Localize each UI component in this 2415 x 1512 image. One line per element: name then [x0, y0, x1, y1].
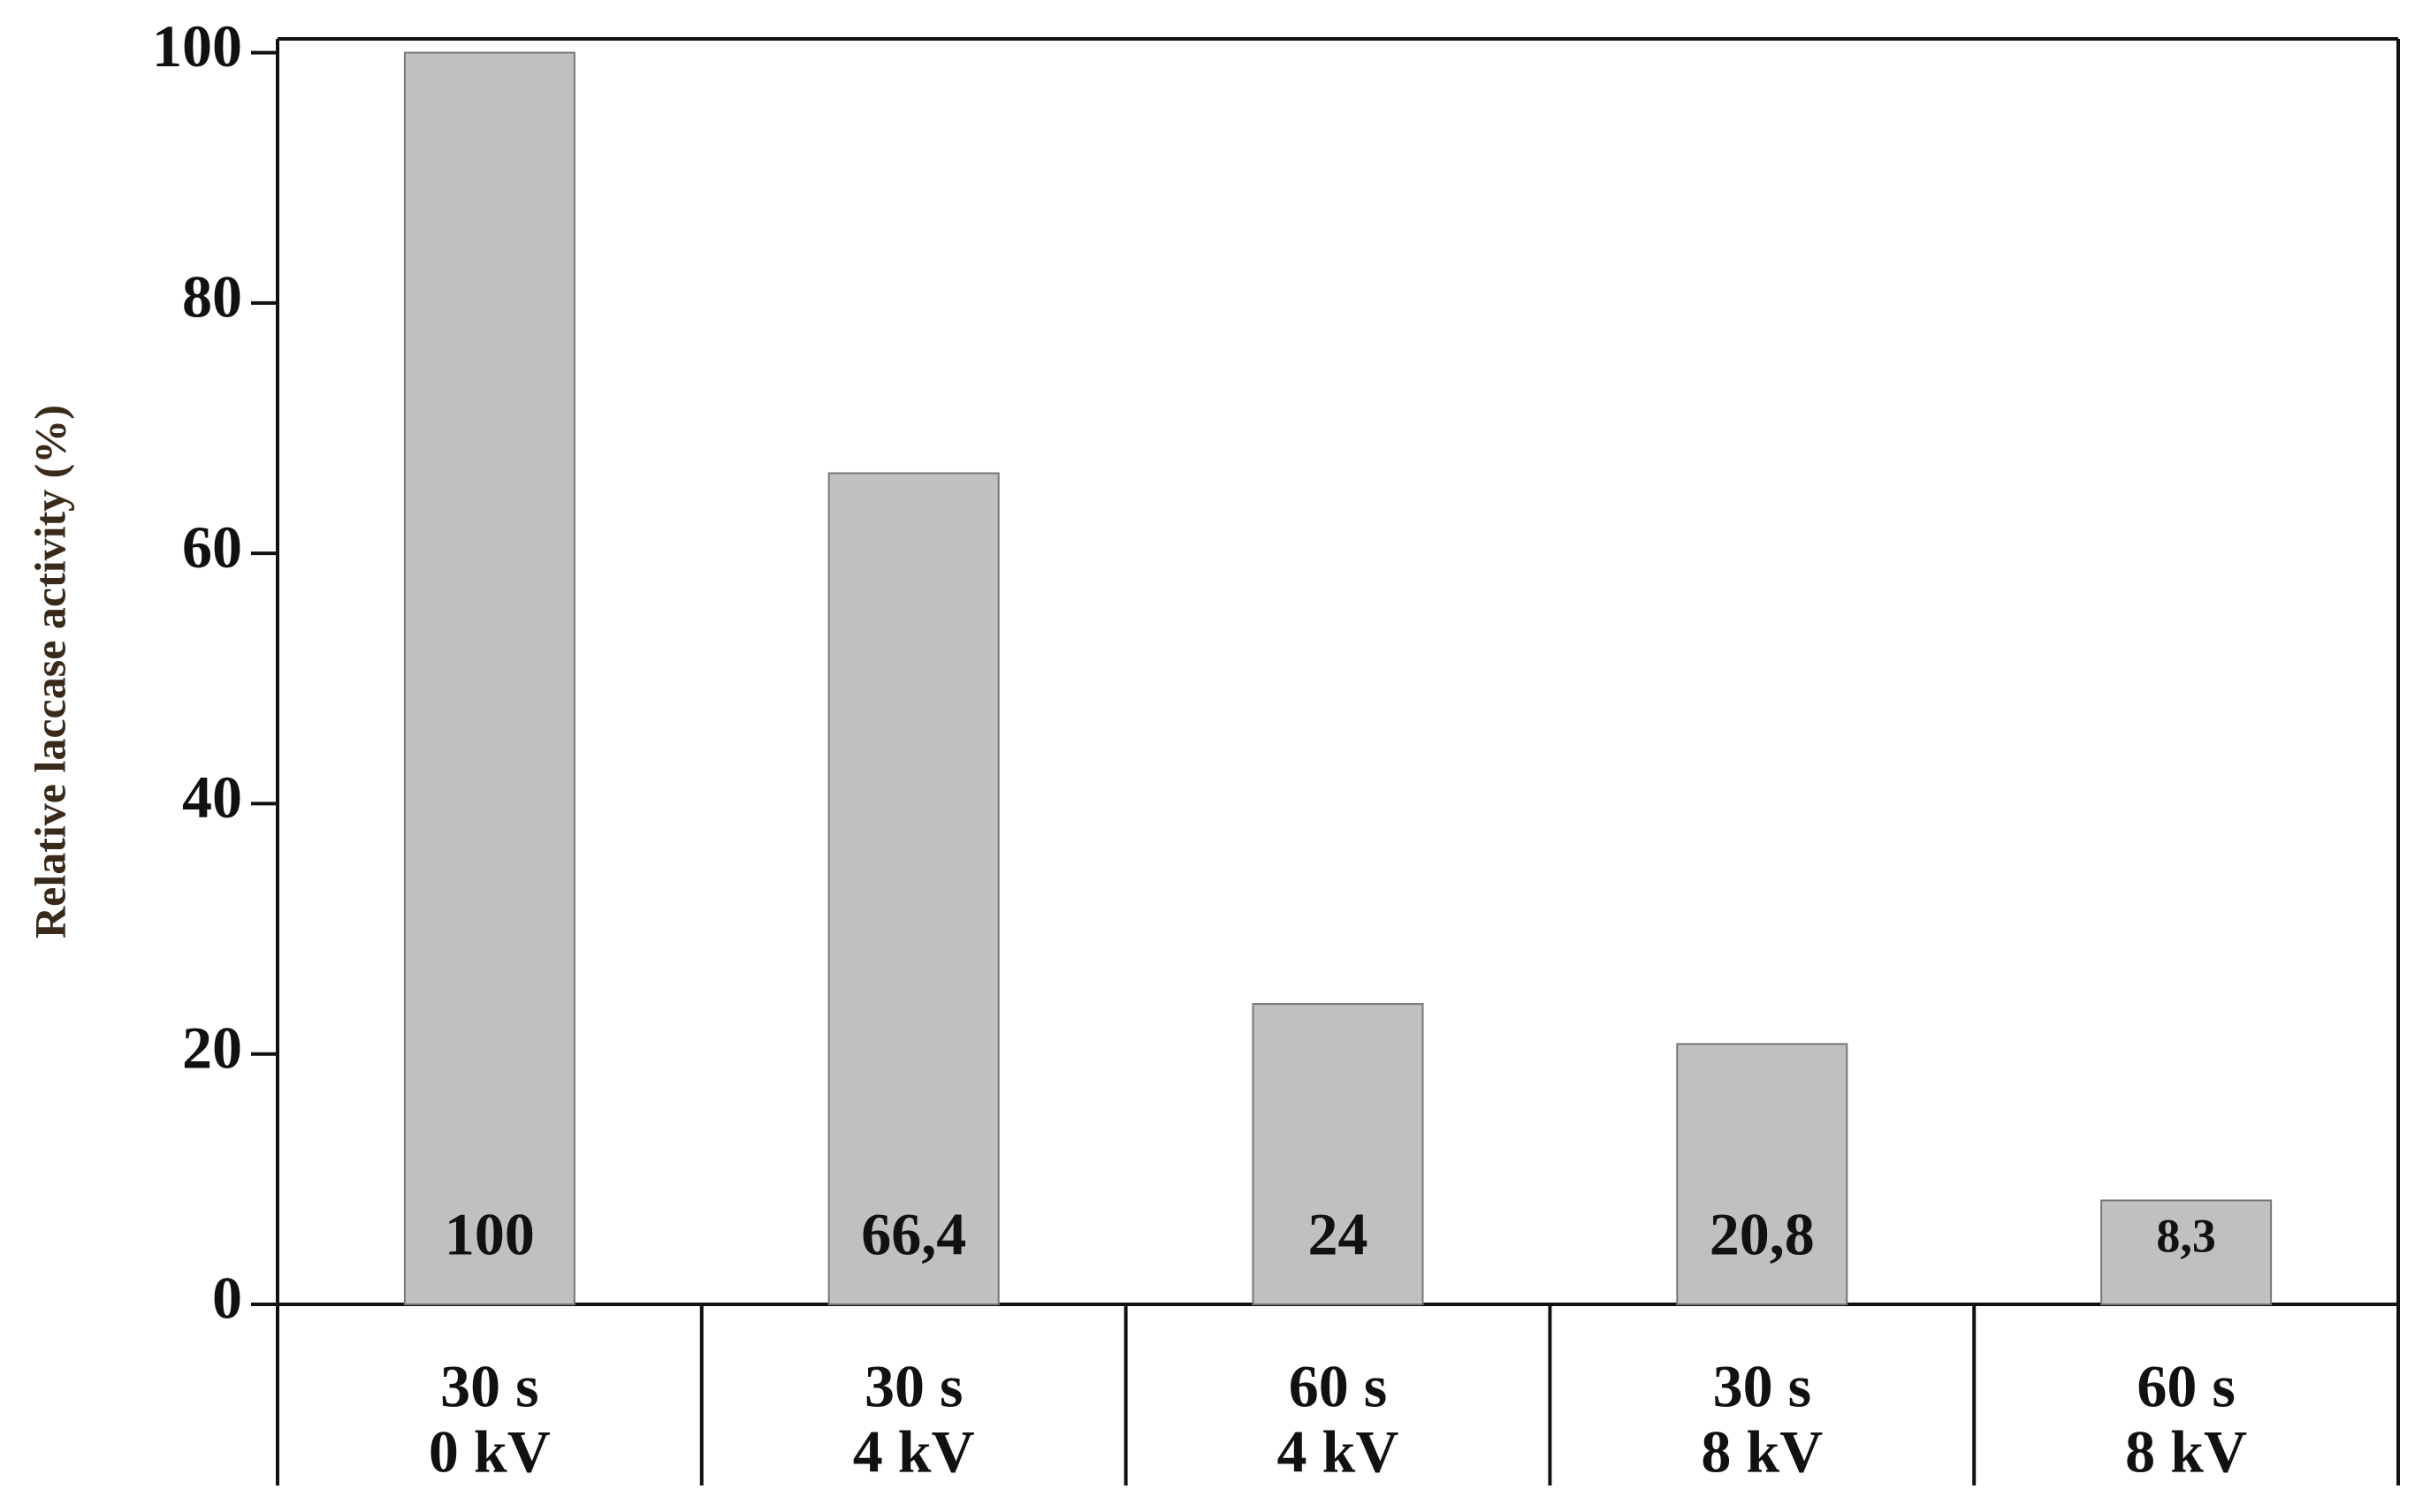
y-tick-label: 80 — [182, 262, 242, 330]
bar — [827, 472, 1000, 1305]
y-tick-label: 100 — [152, 12, 242, 80]
value-label: 24 — [1308, 1201, 1368, 1268]
y-tick-label: 20 — [182, 1014, 242, 1081]
x-tick-label: 30 s — [865, 1353, 963, 1420]
x-tick-label: 8 kV — [1701, 1418, 1823, 1485]
x-tick-label: 60 s — [1289, 1353, 1387, 1420]
x-tick-label: 60 s — [2137, 1353, 2235, 1420]
x-tick-label: 8 kV — [2125, 1418, 2247, 1485]
x-tick-label: 4 kV — [1277, 1418, 1399, 1485]
x-tick-label: 4 kV — [853, 1418, 975, 1485]
y-tick-label: 60 — [182, 513, 242, 581]
value-label: 20,8 — [1710, 1201, 1815, 1268]
value-label: 66,4 — [861, 1201, 966, 1268]
y-tick-label: 40 — [182, 764, 242, 831]
x-tick-label: 30 s — [440, 1353, 538, 1420]
x-tick-label: 0 kV — [429, 1418, 551, 1485]
y-tick-label: 0 — [212, 1265, 242, 1332]
bar — [403, 51, 575, 1306]
bar — [1252, 1003, 1424, 1305]
y-axis-label: Relative laccase activity (%) — [25, 405, 74, 938]
bar — [2100, 1199, 2273, 1305]
value-label: 8,3 — [2156, 1209, 2216, 1262]
bar — [1676, 1043, 1848, 1305]
value-label: 100 — [445, 1201, 535, 1268]
x-tick-label: 30 s — [1713, 1353, 1811, 1420]
